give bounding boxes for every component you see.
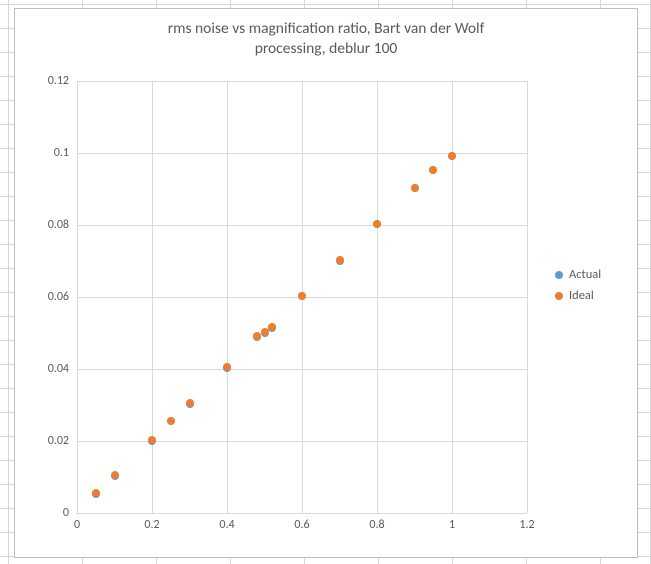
y-tick-label: 0.12 [29,75,69,87]
sheet-gridline-h [0,4,651,5]
plot-gridline-v [152,81,153,513]
legend-swatch [555,292,563,300]
y-tick-label: 0.1 [29,147,69,159]
data-marker [411,184,419,192]
chart-title: rms noise vs magnification ratio, Bart v… [15,19,637,59]
x-tick-label: 0.8 [369,519,384,531]
x-tick-label: 0.6 [294,519,309,531]
data-marker [111,471,119,479]
legend-item: Ideal [555,288,601,303]
data-marker [336,256,344,264]
data-marker [186,399,194,407]
data-marker [167,417,175,425]
x-tick-label: 0 [74,519,80,531]
plot-gridline-v [227,81,228,513]
data-marker [92,489,100,497]
sheet-gridline-v [8,0,9,564]
legend-label: Actual [569,267,601,282]
data-marker [268,323,276,331]
y-tick-label: 0 [29,507,69,519]
chart-title-line2: processing, deblur 100 [255,39,398,58]
x-tick-label: 0.2 [144,519,159,531]
y-axis-line [77,81,78,513]
plot-gridline-v [377,81,378,513]
data-marker [223,363,231,371]
data-marker [448,152,456,160]
x-tick-label: 1 [449,519,455,531]
data-marker [373,220,381,228]
plot-gridline-v [527,81,528,513]
plot-area [77,81,527,513]
legend-label: Ideal [569,288,594,303]
plot-gridline-v [452,81,453,513]
legend-item: Actual [555,267,601,282]
data-marker [429,166,437,174]
data-marker [261,328,269,336]
y-tick-label: 0.08 [29,219,69,231]
data-marker [298,292,306,300]
x-tick-label: 0.4 [219,519,234,531]
x-axis-line [77,513,527,514]
legend: Actual Ideal [555,267,601,309]
y-tick-label: 0.04 [29,363,69,375]
chart-card: rms noise vs magnification ratio, Bart v… [14,8,638,558]
chart-title-line1: rms noise vs magnification ratio, Bart v… [168,19,485,38]
y-tick-label: 0.02 [29,435,69,447]
legend-swatch [555,271,563,279]
x-tick-label: 1.2 [519,519,534,531]
y-tick-label: 0.06 [29,291,69,303]
data-marker [148,436,156,444]
